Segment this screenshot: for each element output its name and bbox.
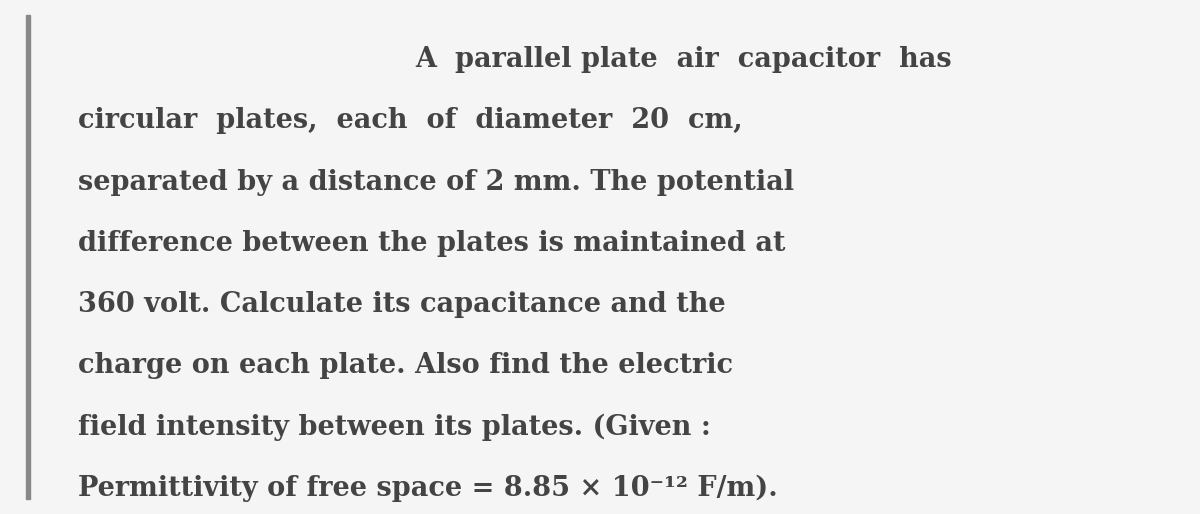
- Text: difference between the plates is maintained at: difference between the plates is maintai…: [78, 230, 786, 257]
- Text: field intensity between its plates. (Given :: field intensity between its plates. (Giv…: [78, 413, 710, 440]
- Text: A  parallel plate  air  capacitor  has: A parallel plate air capacitor has: [415, 46, 953, 74]
- Text: Permittivity of free space = 8.85 × 10⁻¹² F/m).: Permittivity of free space = 8.85 × 10⁻¹…: [78, 474, 778, 502]
- Text: circular  plates,  each  of  diameter  20  cm,: circular plates, each of diameter 20 cm,: [78, 107, 743, 135]
- Text: 360 volt. Calculate its capacitance and the: 360 volt. Calculate its capacitance and …: [78, 291, 726, 318]
- Text: charge on each plate. Also find the electric: charge on each plate. Also find the elec…: [78, 352, 733, 379]
- Text: separated by a distance of 2 mm. The potential: separated by a distance of 2 mm. The pot…: [78, 169, 794, 196]
